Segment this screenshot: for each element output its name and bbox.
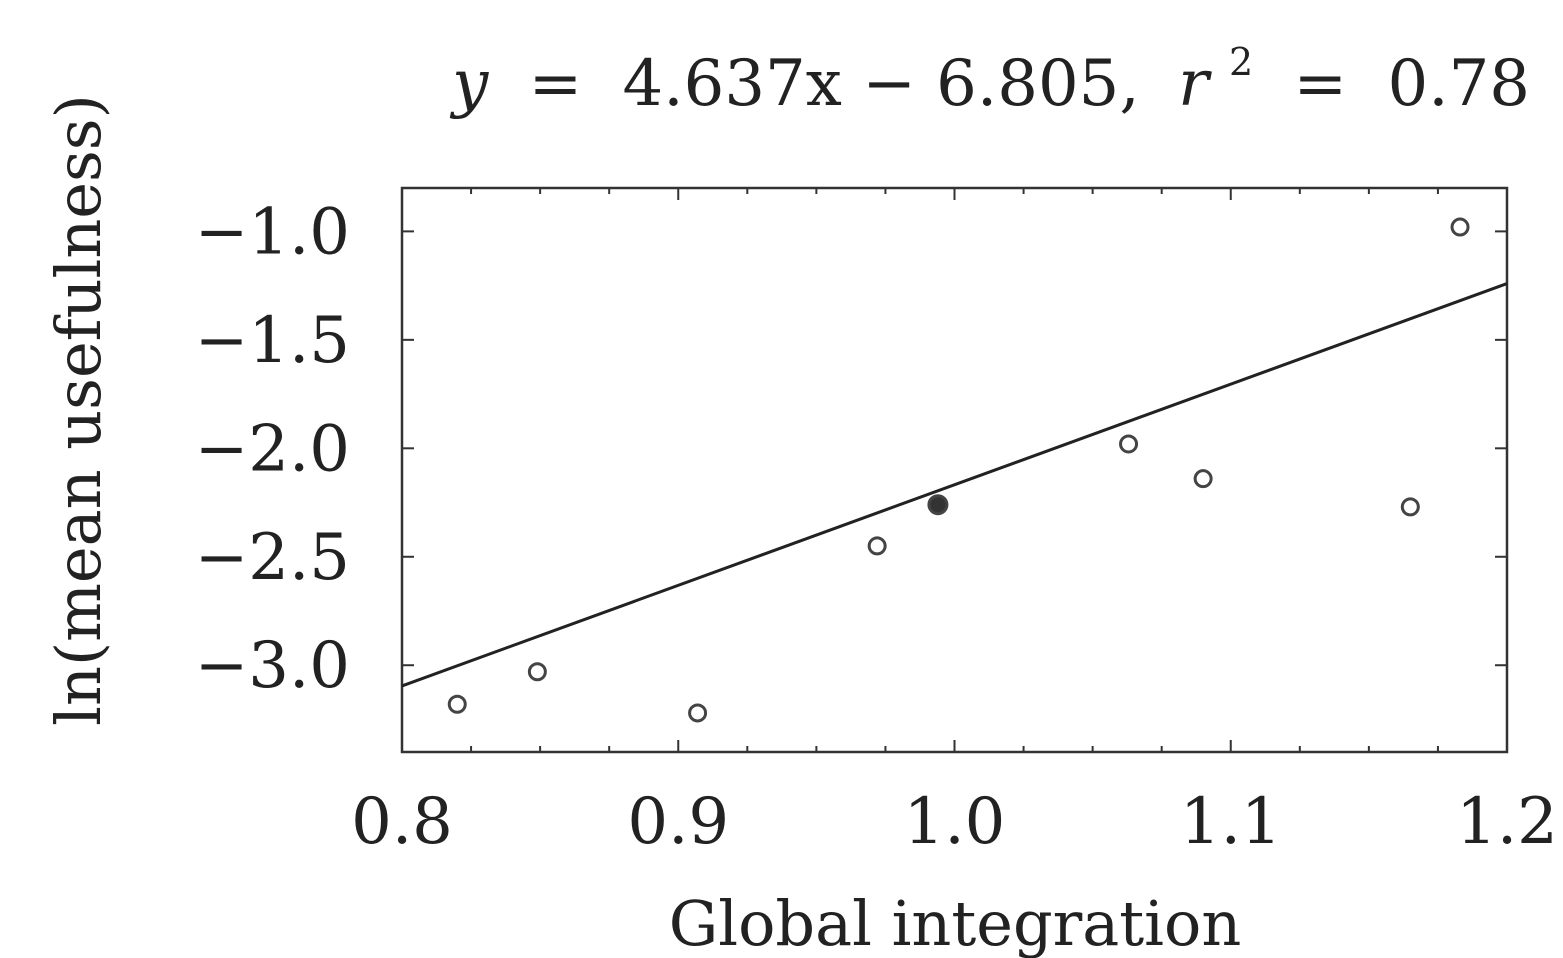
y-tick-label: −1.0 (195, 195, 350, 269)
title-formula: 4.637x − 6.805, (623, 47, 1140, 121)
data-point (1400, 497, 1420, 517)
data-point (1119, 434, 1139, 454)
x-tick-label: 1.2 (1456, 785, 1558, 859)
title-equals-2: = (1294, 47, 1348, 121)
title-r2-exponent: 2 (1229, 40, 1253, 84)
data-point (1450, 217, 1470, 237)
y-tick-label: −1.5 (195, 304, 350, 378)
y-tick-label: −2.5 (195, 521, 350, 595)
y-tick-label: −2.0 (195, 412, 350, 486)
y-axis-title: ln(mean usefulness) (42, 94, 115, 726)
data-point (1193, 469, 1213, 489)
data-point (447, 694, 467, 714)
x-tick-label: 1.1 (1180, 785, 1282, 859)
chart-title: y = 4.637x − 6.805, r 2 = 0.78 (449, 17, 1530, 121)
regression-line (401, 282, 1508, 688)
axis-ticks (401, 188, 1508, 752)
x-tick-label: 0.9 (627, 785, 729, 859)
x-tick-label: 0.8 (351, 785, 453, 859)
plot-frame (400, 186, 1509, 754)
title-r2-value: 0.78 (1388, 47, 1531, 121)
data-point (867, 536, 887, 556)
data-point (688, 703, 708, 723)
x-axis-title: Global integration (669, 887, 1242, 958)
title-equals-1: = (529, 47, 583, 121)
data-points (447, 217, 1470, 723)
x-tick-label: 1.0 (904, 785, 1006, 859)
title-lhs: y (449, 47, 489, 121)
title-r2-base: r (1178, 47, 1212, 121)
data-point-filled (927, 494, 949, 516)
data-point (527, 662, 547, 682)
tick-labels: 0.8 0.9 1.0 1.1 1.2 −1.0 −1.5 −2.0 −2.5 −3.0 (195, 195, 1558, 859)
y-tick-label: −3.0 (195, 629, 350, 703)
